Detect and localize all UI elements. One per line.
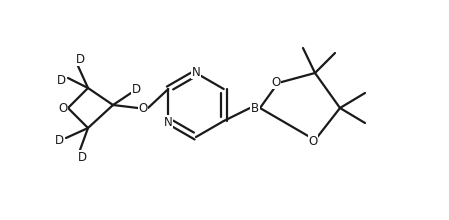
Text: O: O (58, 101, 68, 114)
Text: B: B (251, 101, 259, 114)
Text: D: D (132, 82, 141, 95)
Text: O: O (308, 134, 317, 147)
Text: N: N (164, 116, 173, 128)
Text: O: O (271, 75, 281, 88)
Text: D: D (54, 134, 64, 147)
Text: D: D (75, 53, 84, 66)
Text: N: N (192, 66, 200, 79)
Text: O: O (138, 101, 148, 114)
Text: D: D (77, 150, 87, 163)
Text: D: D (57, 73, 66, 86)
